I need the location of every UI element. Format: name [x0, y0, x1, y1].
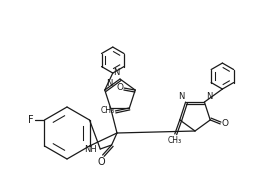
- Text: N: N: [113, 68, 119, 77]
- Text: CH₃: CH₃: [168, 136, 182, 145]
- Text: N: N: [106, 79, 112, 88]
- Text: F: F: [28, 115, 34, 125]
- Text: O: O: [98, 157, 105, 167]
- Text: O: O: [221, 119, 228, 129]
- Text: NH: NH: [84, 145, 97, 153]
- Text: N: N: [178, 92, 185, 101]
- Text: O: O: [116, 83, 123, 92]
- Text: CH₃: CH₃: [100, 106, 114, 116]
- Text: N: N: [206, 92, 213, 101]
